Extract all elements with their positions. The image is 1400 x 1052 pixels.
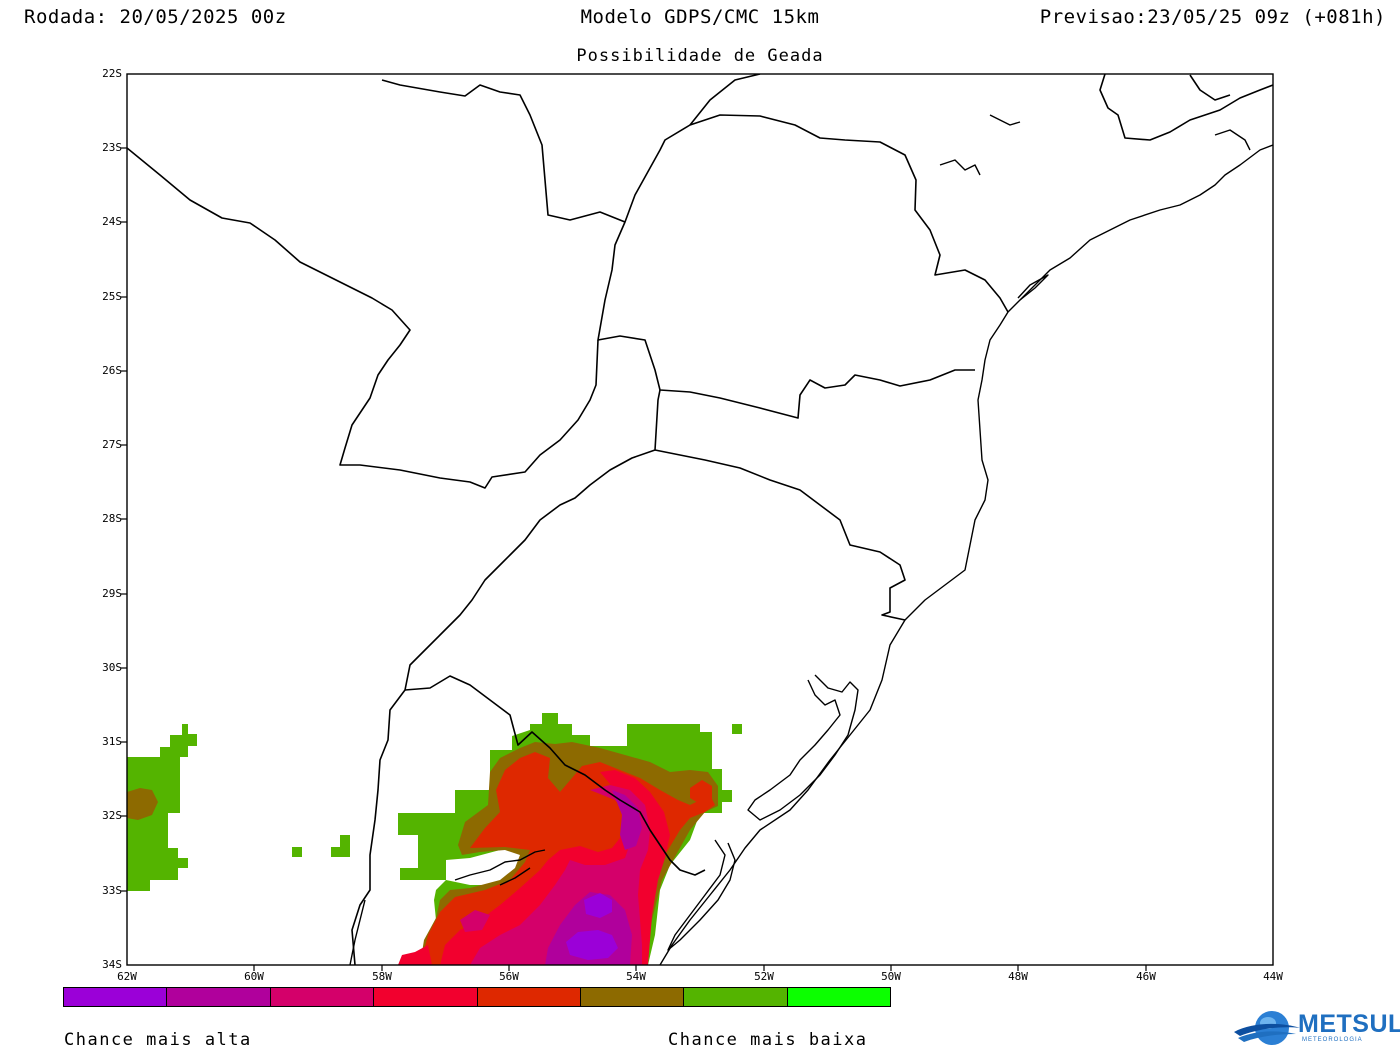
political-boundaries [127,74,1273,965]
metsul-logo: METSUL METEOROLOGIA [1232,1008,1400,1048]
lat-label: 28S [102,512,122,525]
lat-label: 23S [102,141,122,154]
lat-label: 30S [102,661,122,674]
sp-mg-border [1099,74,1273,141]
lon-label: 62W [117,970,137,983]
colorbar-segment [580,988,685,1006]
lon-label: 48W [1008,970,1028,983]
colorbar-segment [167,988,271,1006]
frost-cell [732,724,742,734]
lon-label: 50W [881,970,901,983]
lat-label: 32S [102,809,122,822]
lon-label: 46W [1136,970,1156,983]
lon-label: 52W [754,970,774,983]
colorbar-segment [374,988,478,1006]
rs-sc-border [654,449,906,621]
lat-label: 27S [102,438,122,451]
uruguay-border [404,675,706,876]
rj-border [1189,74,1231,101]
colorbar-segment [270,988,375,1006]
lon-label: 56W [499,970,519,983]
lagoa-dos-patos [747,674,859,821]
colorbar-label-high: Chance mais alta [64,1030,252,1050]
lon-label: 44W [1263,970,1283,983]
argentina-paraguay-border [127,147,599,489]
colorbar-label-low: Chance mais baixa [668,1030,868,1050]
lat-label: 25S [102,290,122,303]
lagoa-mirim [667,839,736,951]
forecast-time-label: Previsao:23/05/25 09z (+081h) [1039,6,1386,28]
colorbar-segment [787,988,890,1006]
map-title: Possibilidade de Geada [576,46,824,66]
lat-label: 34S [102,958,122,971]
rio-de-la-plata [454,849,546,886]
frost-purple-zone [612,790,642,850]
colorbar-segment [64,988,168,1006]
colorbar-segment [477,988,581,1006]
parana-river-border [597,221,975,419]
frost-cell [331,835,350,857]
lat-label: 29S [102,587,122,600]
lat-label: 31S [102,735,122,748]
run-time-label: Rodada: 20/05/2025 00z [24,6,287,28]
model-name-label: Modelo GDPS/CMC 15km [580,6,820,28]
globe-swoosh-icon [1234,1011,1300,1045]
logo-name: METSUL [1298,1010,1400,1038]
colorbar-segment [684,988,788,1006]
west-frost-patch [127,724,197,891]
frost-cell [292,847,302,857]
axis-ticks [121,147,1147,971]
misiones-border [351,389,661,965]
lat-label: 22S [102,67,122,80]
lon-label: 60W [244,970,264,983]
colorbar [63,987,891,1007]
logo-subtitle: METEOROLOGIA [1302,1037,1363,1043]
lon-label: 58W [372,970,392,983]
sp-border-west [689,74,761,126]
bay-islands [1017,274,1049,301]
frost-core-zone [584,893,612,918]
lon-label: 54W [626,970,646,983]
lat-label: 26S [102,364,122,377]
coastline [349,114,1273,965]
lat-label: 24S [102,215,122,228]
lat-label: 33S [102,884,122,897]
